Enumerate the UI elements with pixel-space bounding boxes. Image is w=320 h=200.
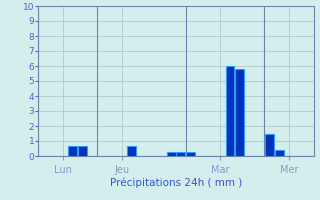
Bar — [127, 146, 136, 156]
Bar — [275, 150, 284, 156]
Bar — [167, 152, 175, 156]
Bar — [186, 152, 195, 156]
Bar — [226, 66, 235, 156]
X-axis label: Précipitations 24h ( mm ): Précipitations 24h ( mm ) — [110, 178, 242, 188]
Bar — [78, 146, 87, 156]
Bar — [177, 152, 185, 156]
Bar — [68, 146, 77, 156]
Bar — [265, 134, 274, 156]
Bar — [236, 69, 244, 156]
